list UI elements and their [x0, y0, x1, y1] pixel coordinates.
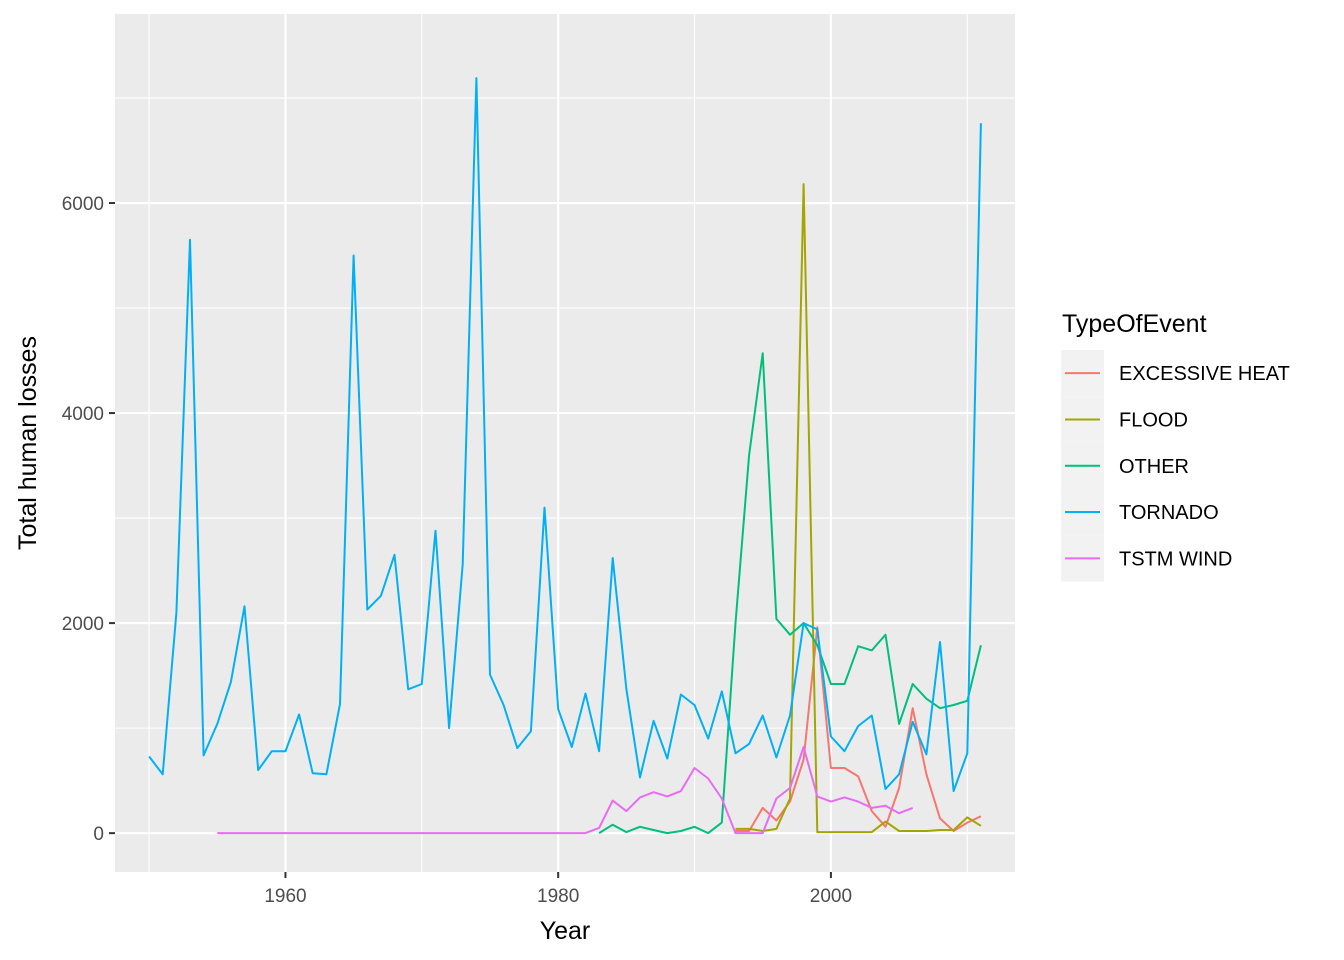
- legend-title: TypeOfEvent: [1062, 310, 1207, 338]
- legend-label-tstm-wind: TSTM WIND: [1119, 548, 1232, 570]
- x-axis: 1960 1980 2000: [264, 872, 852, 907]
- legend: TypeOfEvent EXCESSIVE HEAT FLOOD OTHER TORN…: [1061, 310, 1290, 582]
- series-line-tstm-wind: [217, 746, 914, 835]
- y-axis: 0 2000 4000 6000: [62, 194, 115, 845]
- plot-panel: [115, 14, 1015, 872]
- x-tick-label: 2000: [810, 886, 852, 907]
- series-lines: [148, 77, 982, 835]
- series-line-tornado: [148, 77, 982, 793]
- legend-label-other: OTHER: [1119, 456, 1189, 478]
- y-tick-label: 2000: [62, 614, 104, 635]
- legend-label-excessive-heat: EXCESSIVE HEAT: [1119, 363, 1290, 385]
- y-axis-title: Total human losses: [14, 336, 42, 550]
- x-axis-title: Year: [540, 917, 591, 945]
- legend-label-flood: FLOOD: [1119, 409, 1188, 431]
- series-line-flood: [735, 183, 982, 834]
- y-tick-label: 6000: [62, 194, 104, 215]
- x-tick-label: 1960: [264, 886, 306, 907]
- series-line-other: [598, 352, 982, 835]
- series-line-excessive-heat: [735, 626, 982, 832]
- x-tick-label: 1980: [537, 886, 579, 907]
- y-tick-label: 4000: [62, 404, 104, 425]
- legend-label-tornado: TORNADO: [1119, 502, 1219, 524]
- y-tick-label: 0: [93, 824, 104, 845]
